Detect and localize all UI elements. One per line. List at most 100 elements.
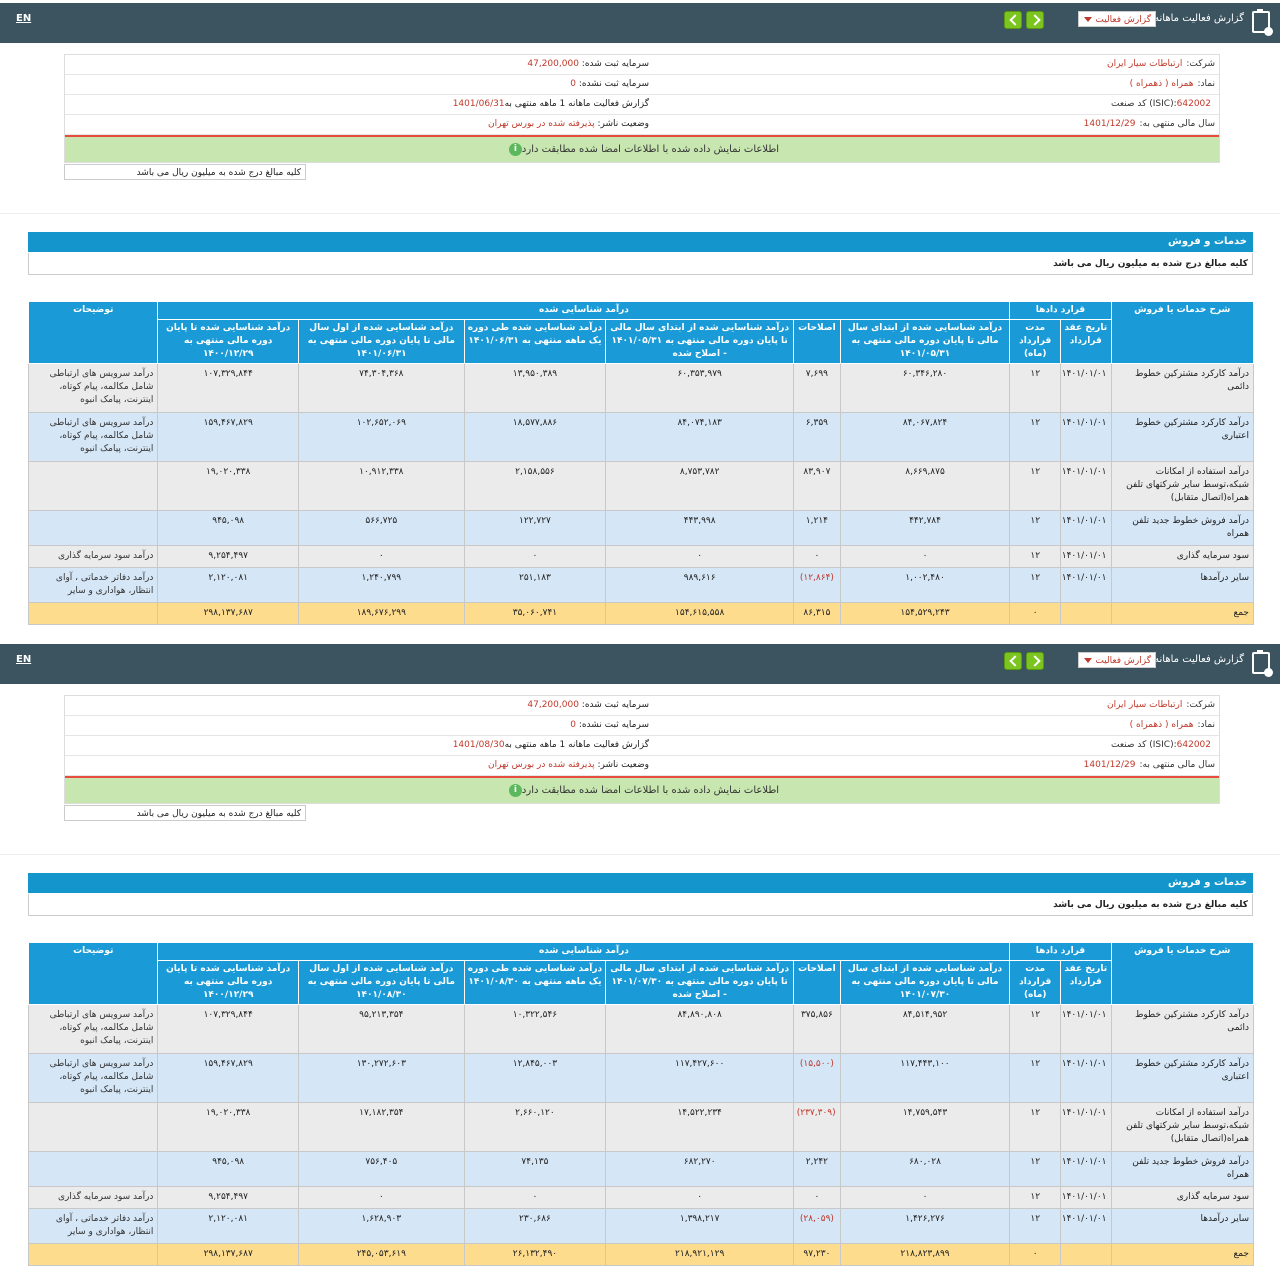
- symbol: همراه ( ذهمراه ): [1129, 720, 1194, 730]
- row-prior-year: ۱۹,۰۲۰,۳۳۸: [157, 461, 299, 511]
- unregistered-capital-label: سرمایه ثبت نشده:: [578, 720, 649, 730]
- row-ytd-current: ۱,۲۴۰,۷۹۹: [297, 567, 465, 603]
- row-notes: درآمد سود سرمایه گذاری: [27, 1186, 159, 1209]
- row-ytd-prev: ۸۴,۰۶۷,۸۲۴: [839, 412, 1011, 462]
- row-prior-year: ۱۰۷,۳۲۹,۸۴۴: [157, 363, 299, 413]
- row-notes: [27, 1102, 159, 1152]
- registered-capital: 47,200,000: [527, 59, 579, 69]
- header-adjustments: اصلاحات: [793, 960, 841, 1005]
- row-ytd-current: ۲۴۵,۰۵۳,۶۱۹: [297, 1243, 465, 1266]
- row-ytd-prev-adjusted: ۶۰,۳۵۳,۹۷۹: [605, 363, 795, 413]
- row-prior-year: ۱۰۷,۳۲۹,۸۴۴: [157, 1004, 299, 1054]
- language-toggle[interactable]: EN: [16, 13, 32, 24]
- row-ytd-prev-adjusted: ۸۴,۰۷۴,۱۸۳: [605, 412, 795, 462]
- row-description: درآمد فروش خطوط جدید تلفن همراه: [1110, 1151, 1254, 1187]
- row-notes: درآمد سرویس های ارتباطی شامل مکالمه، پیا…: [27, 412, 159, 462]
- row-ytd-prev: ۱۱۷,۴۴۳,۱۰۰: [839, 1053, 1011, 1103]
- row-description: درآمد کارکرد مشترکین خطوط دائمی: [1110, 1004, 1254, 1054]
- next-report-button[interactable]: [1026, 652, 1044, 670]
- symbol-label: نماد:: [1197, 79, 1216, 89]
- company-name: ارتباطات سیار ایران: [1106, 700, 1183, 710]
- row-description: درآمد کارکرد مشترکین خطوط اعتباری: [1110, 1053, 1254, 1103]
- report-type-select[interactable]: گزارش فعالیت: [1078, 652, 1156, 668]
- row-ytd-prev-adjusted: ۶۸۲,۲۷۰: [605, 1151, 795, 1187]
- top-bar: EN گزارش فعالیت ماهانه گزارش فعالیت: [0, 644, 1280, 684]
- revenue-table: شرح خدمات یا فروش قرارد دادها درآمد شناس…: [27, 301, 1254, 625]
- row-contract-term: ۱۲: [1009, 545, 1061, 568]
- row-one-month: ۲,۱۵۸,۵۵۶: [463, 461, 607, 511]
- row-notes: درآمد سرویس های ارتباطی شامل مکالمه، پیا…: [27, 363, 159, 413]
- header-ytd-prev: درآمد شناسایی شده از ابتدای سال مالی تا …: [839, 319, 1011, 364]
- report-type-title: گزارش فعالیت ماهانه: [1154, 13, 1244, 24]
- unregistered-capital-label: سرمایه ثبت نشده:: [578, 79, 649, 89]
- row-contract-term: ۱۲: [1009, 363, 1061, 413]
- row-adjustments: ۷,۶۹۹: [793, 363, 841, 413]
- fiscal-year-label: سال مالی منتهی به:: [1139, 119, 1215, 129]
- row-contract-date: [1059, 602, 1112, 625]
- row-one-month: ۱۳,۹۵۰,۳۸۹: [463, 363, 607, 413]
- clipboard-icon: [1252, 9, 1273, 36]
- table-row: سایر درآمدها ۱۴۰۱/۰۱/۰۱ ۱۲ ۱,۰۰۲,۴۸۰ (۱۲,۸۶۴…: [27, 567, 1254, 603]
- row-one-month: ۷۴,۱۳۵: [463, 1151, 607, 1187]
- row-description: سایر درآمدها: [1110, 567, 1254, 603]
- row-prior-year: ۲۹۸,۱۳۷,۶۸۷: [157, 1243, 299, 1266]
- previous-report-button[interactable]: [1004, 652, 1022, 670]
- header-notes: توضیحات: [27, 942, 159, 1005]
- previous-report-button[interactable]: [1004, 11, 1022, 29]
- section-title: خدمات و فروش: [28, 232, 1253, 252]
- verification-banner: i اطلاعات نمایش داده شده با اطلاعات امضا …: [65, 778, 1219, 803]
- info-icon: i: [508, 783, 522, 797]
- table-row: سود سرمایه گذاری ۱۴۰۱/۰۱/۰۱ ۱۲ ۰ ۰ ۰ ۰ ۰ ۹,۲۵۴,۴…: [27, 545, 1254, 568]
- row-ytd-prev: ۶۰,۳۴۶,۲۸۰: [839, 363, 1011, 413]
- row-ytd-prev-adjusted: ۴۴۳,۹۹۸: [605, 510, 795, 546]
- row-ytd-current: ۱۰,۹۱۲,۳۳۸: [297, 461, 465, 511]
- row-ytd-prev-adjusted: ۰: [605, 545, 795, 568]
- section-divider: [0, 854, 1280, 855]
- row-ytd-current: ۰: [297, 545, 465, 568]
- row-contract-date: ۱۴۰۱/۰۱/۰۱: [1059, 1053, 1112, 1103]
- row-one-month: ۱۸,۵۷۷,۸۸۶: [463, 412, 607, 462]
- row-ytd-prev-adjusted: ۹۸۹,۶۱۶: [605, 567, 795, 603]
- row-contract-term: ۱۲: [1009, 461, 1061, 511]
- next-report-button[interactable]: [1026, 11, 1044, 29]
- row-description: درآمد استفاده از امکانات شبکه،توسط سایر …: [1110, 1102, 1254, 1152]
- row-description: درآمد فروش خطوط جدید تلفن همراه: [1110, 510, 1254, 546]
- row-ytd-current: ۹۵,۲۱۳,۳۵۴: [297, 1004, 465, 1054]
- row-ytd-prev: ۴۴۲,۷۸۴: [839, 510, 1011, 546]
- company-label: شرکت:: [1186, 59, 1215, 69]
- row-prior-year: ۲,۱۲۰,۰۸۱: [157, 1208, 299, 1244]
- publisher-status: پذیرفته شده در بورس تهران: [488, 760, 595, 770]
- table-row: درآمد فروش خطوط جدید تلفن همراه ۱۴۰۱/۰۱/۰…: [27, 1151, 1254, 1187]
- row-contract-term: ۱۲: [1009, 1151, 1061, 1187]
- symbol-label: نماد:: [1197, 720, 1216, 730]
- row-notes: درآمد دفاتر خدماتی ، آوای انتظار، هوادار…: [27, 567, 159, 603]
- chevron-right-icon: [1029, 14, 1041, 26]
- fiscal-year-label: سال مالی منتهی به:: [1139, 760, 1215, 770]
- verification-banner: i اطلاعات نمایش داده شده با اطلاعات امضا …: [65, 137, 1219, 162]
- language-toggle[interactable]: EN: [16, 654, 32, 665]
- row-ytd-current: ۱۸۹,۶۷۶,۲۹۹: [297, 602, 465, 625]
- revenue-table: شرح خدمات یا فروش قرارد دادها درآمد شناس…: [27, 942, 1254, 1266]
- row-contract-date: ۱۴۰۱/۰۱/۰۱: [1059, 1186, 1112, 1209]
- row-ytd-prev-adjusted: ۸۴,۸۹۰,۸۰۸: [605, 1004, 795, 1054]
- report-period-label: گزارش فعالیت ماهانه 1 ماهه منتهی به: [504, 99, 649, 109]
- header-description: شرح خدمات یا فروش: [1110, 301, 1254, 364]
- publisher-status-label: وضعیت ناشر:: [597, 119, 649, 129]
- row-ytd-current: ۰: [297, 1186, 465, 1209]
- row-contract-date: ۱۴۰۱/۰۱/۰۱: [1059, 567, 1112, 603]
- row-contract-date: ۱۴۰۱/۰۱/۰۱: [1059, 1208, 1112, 1244]
- chevron-down-icon: [1084, 17, 1092, 22]
- row-one-month: ۱۲,۸۴۵,۰۰۳: [463, 1053, 607, 1103]
- row-ytd-prev-adjusted: ۰: [605, 1186, 795, 1209]
- row-notes: [27, 510, 159, 546]
- header-adjustments: اصلاحات: [793, 319, 841, 364]
- row-prior-year: ۲۹۸,۱۳۷,۶۸۷: [157, 602, 299, 625]
- row-contract-term: ۱۲: [1009, 1102, 1061, 1152]
- header-ytd-prev-adjusted: درآمد شناسایی شده از ابتدای سال مالی تا …: [605, 960, 795, 1005]
- row-adjustments: ۹۷,۲۳۰: [793, 1243, 841, 1266]
- report-type-title: گزارش فعالیت ماهانه: [1154, 654, 1244, 665]
- report-type-select[interactable]: گزارش فعالیت: [1078, 11, 1156, 27]
- row-ytd-prev-adjusted: ۱,۳۹۸,۲۱۷: [605, 1208, 795, 1244]
- isic-label: کد صنعت (ISIC):: [1110, 99, 1177, 109]
- row-contract-term: ۰: [1009, 602, 1061, 625]
